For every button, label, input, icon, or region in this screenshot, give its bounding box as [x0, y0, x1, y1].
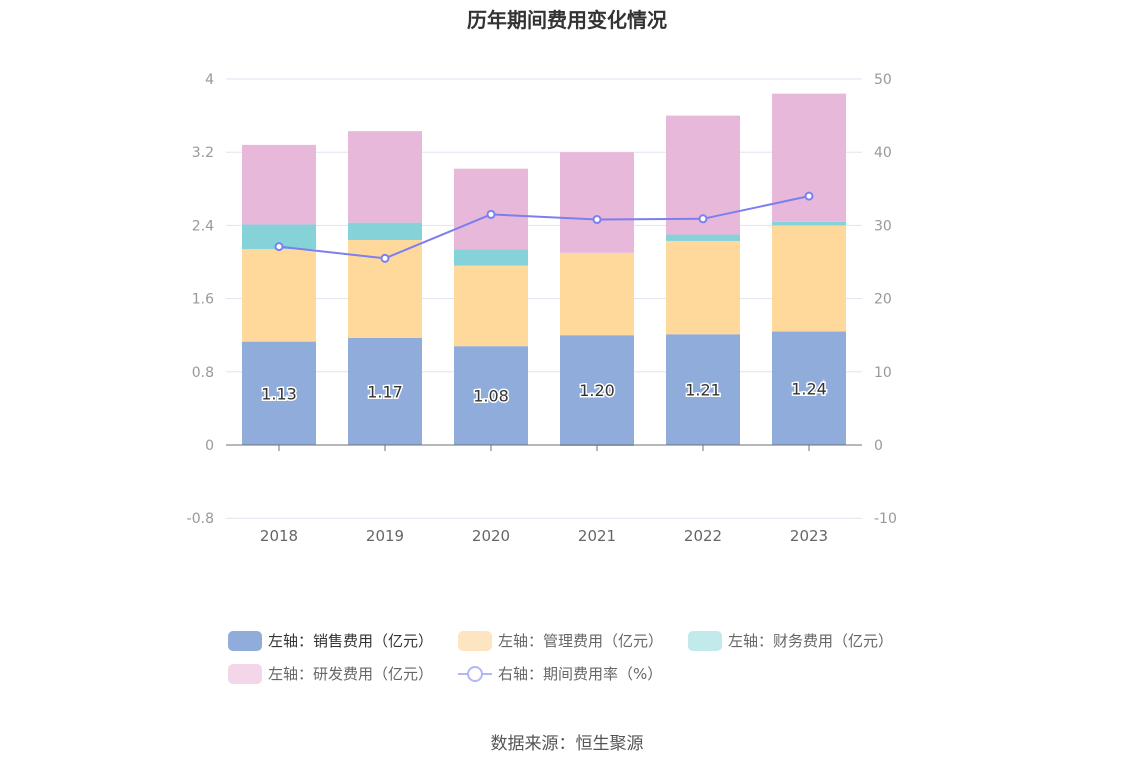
x-axis-tick-label: 2022	[684, 527, 722, 545]
bar-segment	[560, 152, 634, 253]
bar-segment	[348, 337, 422, 445]
bar-data-label: 1.17	[367, 382, 403, 401]
left-axis-tick-label: 2.4	[192, 218, 214, 234]
rate-line	[278, 195, 810, 260]
legend-swatch-icon	[228, 663, 262, 684]
chart-title: 历年期间费用变化情况	[467, 8, 667, 32]
left-axis-tick-label: 4	[205, 72, 214, 88]
x-axis-tick-label: 2021	[578, 527, 616, 545]
right-axis-tick-label: 10	[874, 365, 892, 381]
left-axis-tick-label: 0.8	[192, 365, 214, 381]
legend-swatch-icon	[228, 630, 262, 651]
bar-segment	[772, 331, 846, 445]
legend-item[interactable]: 右轴：期间费用率（%）	[458, 663, 662, 684]
legend-label: 左轴：销售费用（亿元）	[268, 632, 434, 650]
bar-data-label: 1.13	[261, 384, 297, 403]
legend-item[interactable]: 左轴：研发费用（亿元）	[228, 663, 433, 684]
x-axis-tick-label: 2019	[366, 527, 404, 545]
right-axis-tick-label: 20	[874, 292, 892, 308]
legend-label: 右轴：期间费用率（%）	[498, 665, 663, 683]
left-axis-tick-label: 1.6	[192, 292, 214, 308]
bar-data-label: 1.24	[791, 379, 827, 398]
bar-segment	[242, 249, 316, 342]
rate-point	[698, 214, 708, 224]
legend-item[interactable]: 左轴：销售费用（亿元）	[228, 630, 433, 651]
bar-data-label: 1.21	[685, 381, 721, 400]
bar-segment	[772, 225, 846, 332]
rate-point	[380, 253, 390, 263]
rate-point	[486, 209, 496, 219]
legend-label: 左轴：研发费用（亿元）	[268, 665, 434, 683]
right-axis-tick-label: 30	[874, 218, 892, 234]
left-axis-tick-label: 0	[205, 438, 214, 454]
x-axis-tick-label: 2020	[472, 527, 510, 545]
rate-point	[804, 191, 814, 201]
x-axis-tick-label: 2018	[260, 527, 298, 545]
bar-data-label: 1.08	[473, 387, 509, 406]
x-axis-tick-label: 2023	[790, 527, 828, 545]
right-axis-tick-label: 40	[874, 145, 892, 161]
bar-segment	[772, 221, 846, 226]
legend-label: 左轴：财务费用（亿元）	[728, 632, 894, 650]
legend-label: 左轴：管理费用（亿元）	[498, 632, 664, 650]
right-axis-tick-label: -10	[874, 511, 897, 527]
bar-segment	[242, 144, 316, 225]
left-axis-tick-label: -0.8	[187, 511, 214, 527]
legend-swatch-icon	[688, 630, 722, 651]
bar-segment	[666, 234, 740, 241]
bar-segment	[454, 249, 528, 266]
bar-segment	[454, 168, 528, 250]
bar-segment	[560, 335, 634, 445]
bar-segment	[242, 341, 316, 445]
legend-item[interactable]: 左轴：财务费用（亿元）	[688, 630, 893, 651]
chart-plot: -0.8 0 0.8 1.6 2.4 3.2 4 -10 0 10 20 30 40 50 2018 2019…	[187, 72, 897, 545]
data-source-note: 数据来源：恒生聚源	[490, 734, 644, 754]
legend-item[interactable]: 左轴：管理费用（亿元）	[458, 630, 663, 651]
rate-point	[274, 242, 284, 252]
bar-data-label: 1.20	[579, 381, 615, 400]
legend-swatch-icon	[458, 630, 492, 651]
bar-segment	[666, 240, 740, 335]
bar-segment	[454, 346, 528, 445]
left-axis-tick-label: 3.2	[192, 145, 214, 161]
bar-segment	[348, 131, 422, 223]
right-axis-tick-label: 50	[874, 72, 892, 88]
rate-point	[592, 215, 602, 225]
bar-segment	[348, 222, 422, 241]
right-axis-tick-label: 0	[874, 438, 883, 454]
legend-line-marker-icon	[458, 664, 492, 684]
bar-segment	[666, 334, 740, 445]
bar-segment	[560, 252, 634, 336]
bar-segment	[454, 265, 528, 347]
